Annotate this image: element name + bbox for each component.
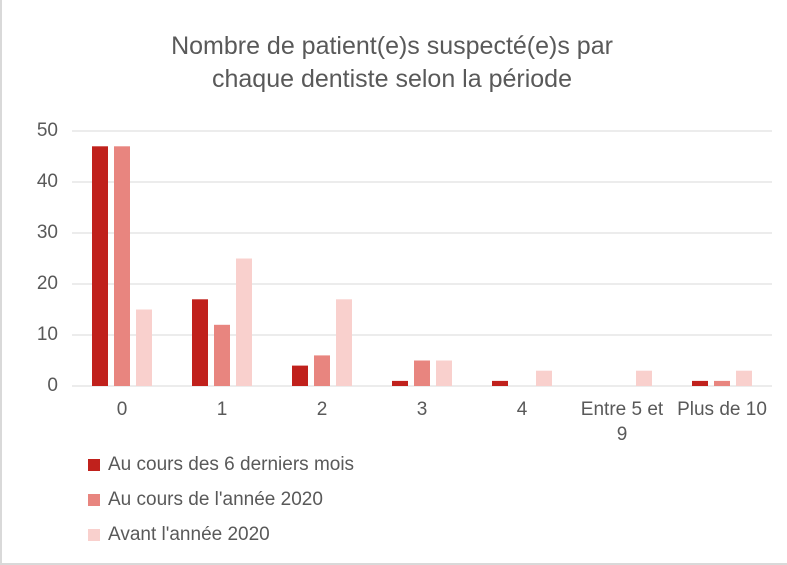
bar [436, 360, 452, 386]
legend-label: Au cours des 6 derniers mois [108, 454, 354, 475]
x-tick-label: 0 [116, 399, 128, 420]
bar [236, 258, 252, 386]
bar [692, 380, 708, 386]
legend-swatch [88, 459, 100, 471]
bar [192, 299, 208, 386]
legend-label: Au cours de l'année 2020 [108, 489, 323, 510]
bar [492, 380, 508, 386]
y-tick-label: 40 [37, 171, 58, 192]
x-tick-label: 2 [316, 399, 328, 420]
x-tick-label: Entre 5 et 9 [580, 399, 664, 445]
x-tick-label: Plus de 10 [677, 399, 767, 420]
bar [414, 360, 430, 386]
bar [92, 146, 108, 386]
bar [736, 370, 752, 386]
x-tick-label: 1 [216, 399, 228, 420]
bar [314, 355, 330, 386]
bar [536, 370, 552, 386]
legend-swatch [88, 494, 100, 506]
x-tick-label: 4 [516, 399, 528, 420]
bar [214, 324, 230, 386]
bar [392, 380, 408, 386]
y-tick-label: 30 [37, 222, 58, 243]
bar [136, 309, 152, 386]
bar [336, 299, 352, 386]
bar [714, 380, 730, 386]
y-tick-label: 10 [37, 324, 58, 345]
bar [292, 365, 308, 386]
y-tick-label: 20 [37, 273, 58, 294]
y-tick-label: 0 [47, 375, 58, 396]
legend-label: Avant l'année 2020 [108, 524, 270, 545]
bar [114, 146, 130, 386]
legend-swatch [88, 529, 100, 541]
x-tick-label: 3 [416, 399, 428, 420]
y-tick-label: 50 [37, 120, 58, 141]
bar [636, 370, 652, 386]
chart-title: Nombre de patient(e)s suspecté(e)s par c… [171, 32, 613, 93]
